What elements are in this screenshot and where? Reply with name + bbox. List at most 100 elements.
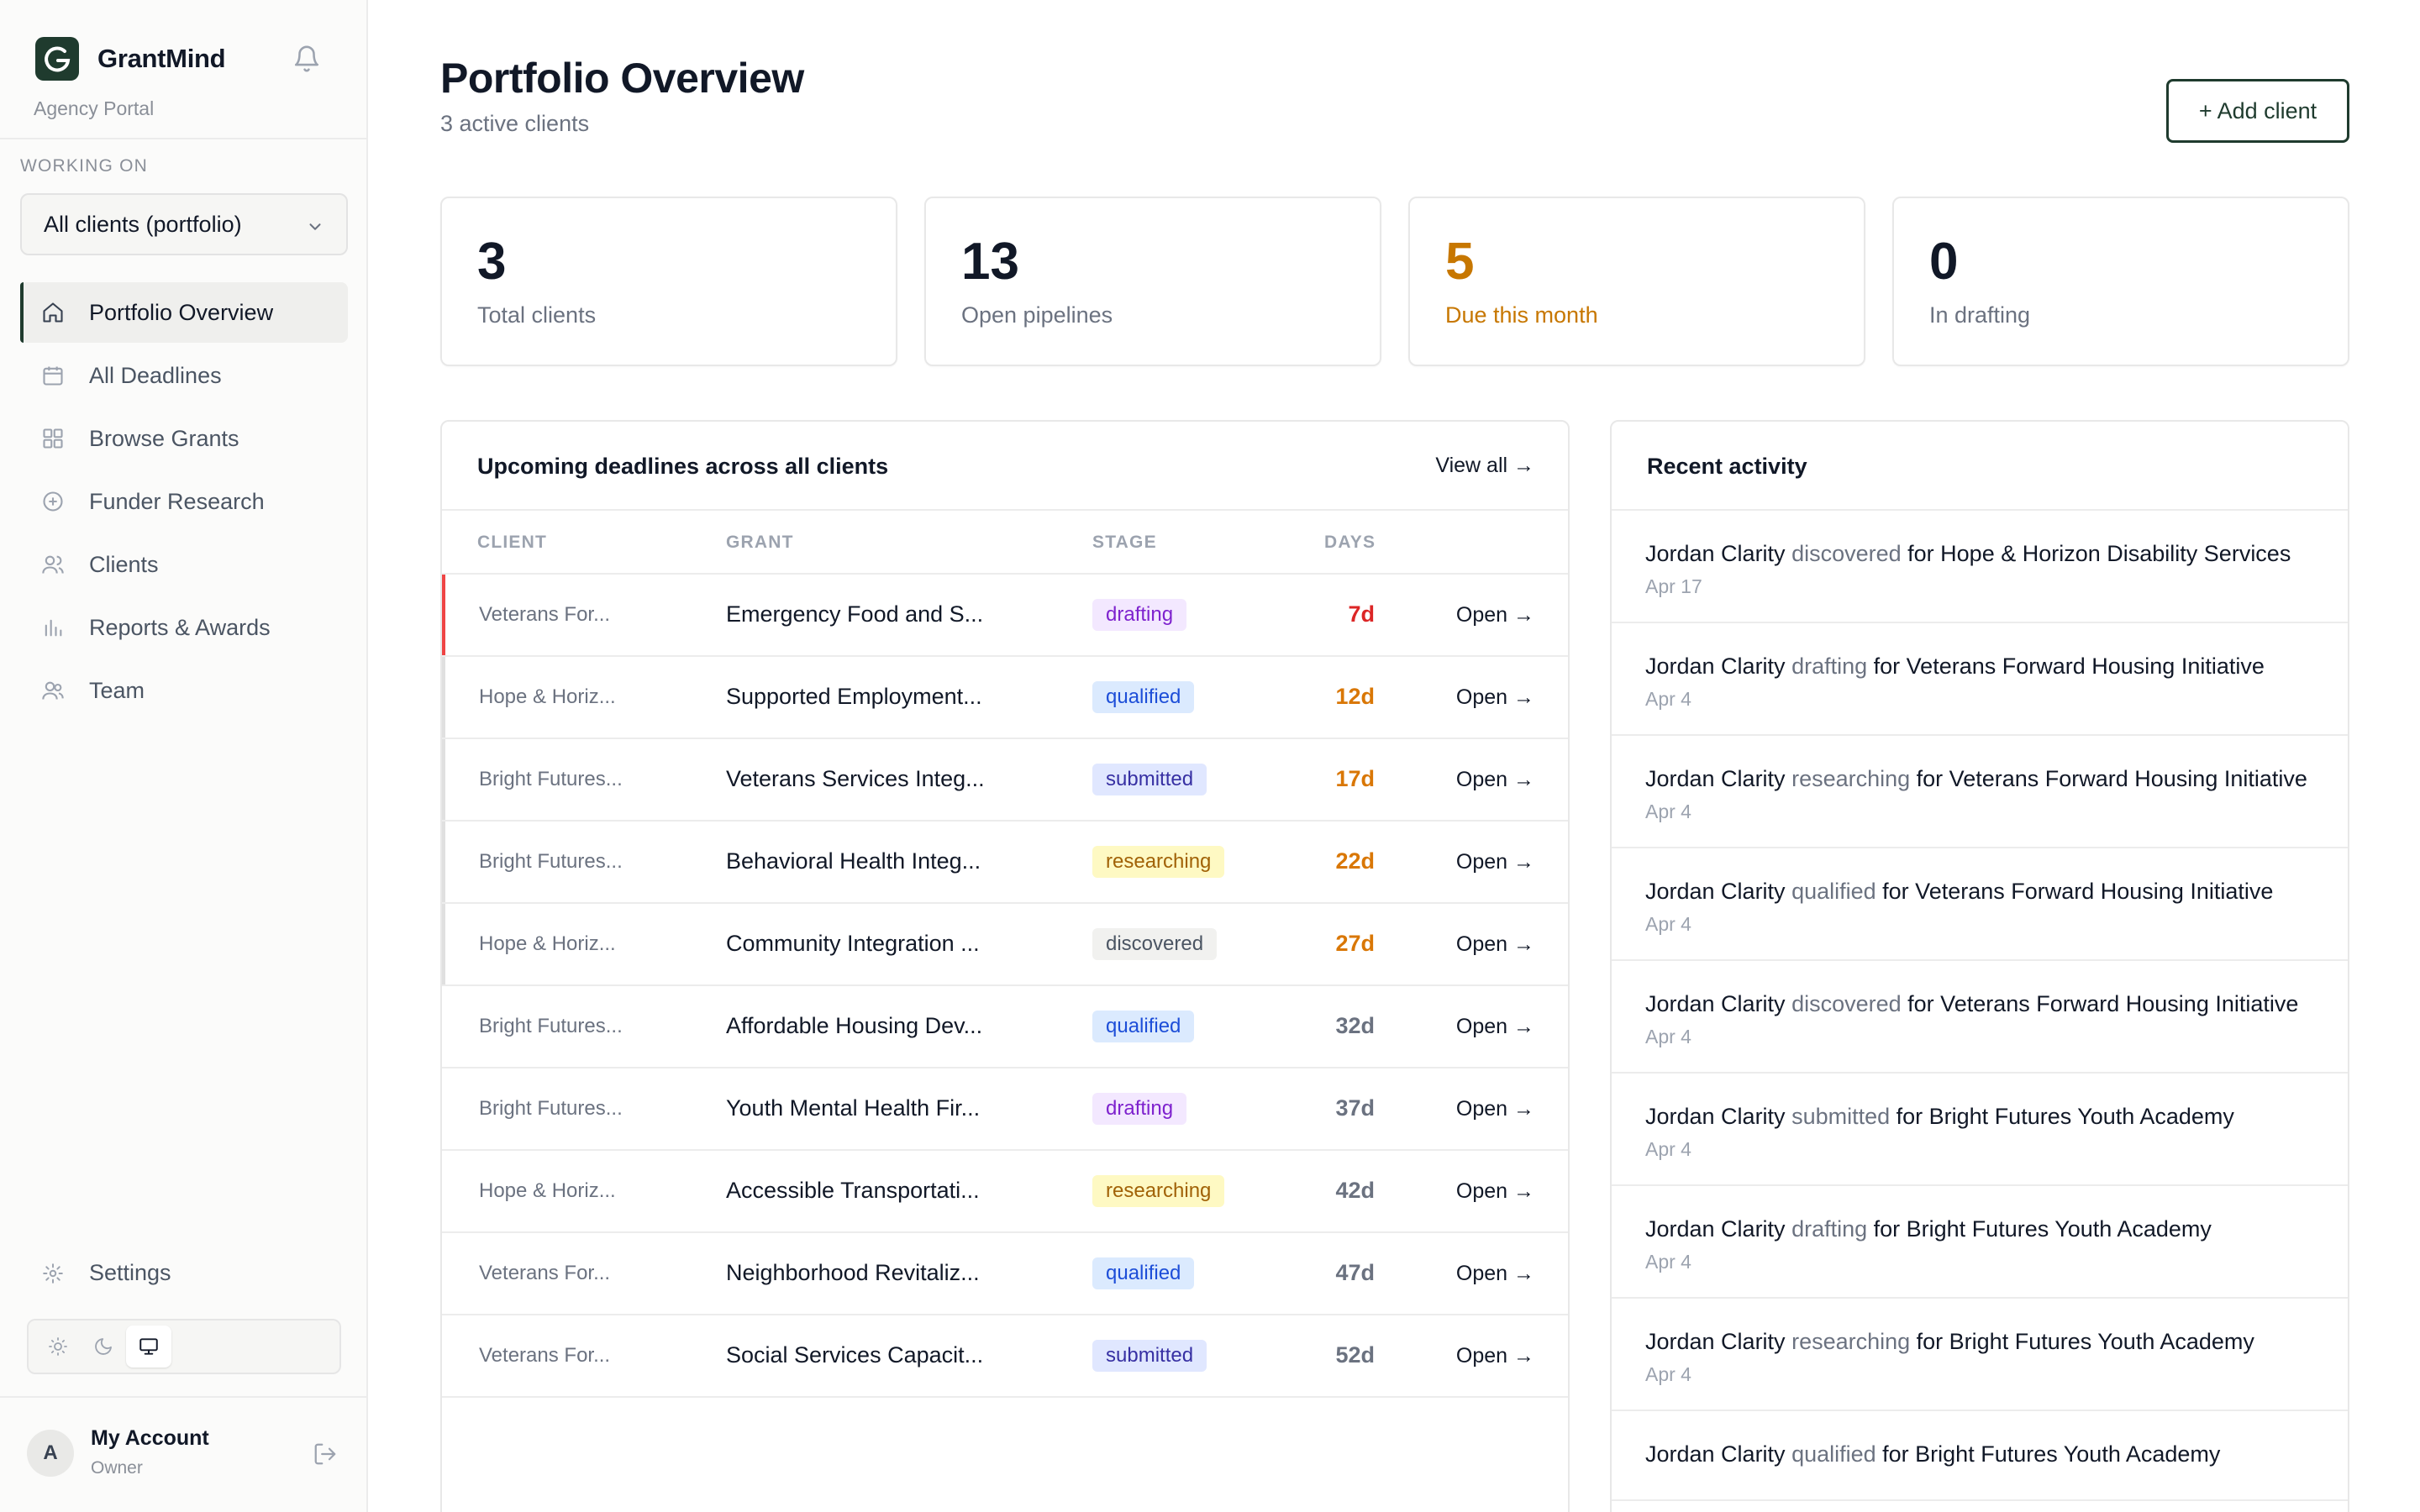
calendar-icon bbox=[40, 363, 66, 388]
open-link[interactable]: Open → bbox=[1455, 1262, 1534, 1285]
stage-badge: qualified bbox=[1092, 681, 1195, 713]
open-link[interactable]: Open → bbox=[1455, 1015, 1534, 1038]
row-grant: Supported Employment... bbox=[726, 684, 982, 709]
add-client-button[interactable]: + Add client bbox=[2166, 79, 2349, 143]
table-row[interactable]: Hope & Horiz... Community Integration ...… bbox=[442, 904, 1568, 986]
row-grant: Social Services Capacit... bbox=[726, 1342, 984, 1368]
activity-actor: Jordan Clarity bbox=[1645, 654, 1786, 679]
sidebar-item-portfolio-overview[interactable]: Portfolio Overview bbox=[20, 282, 348, 343]
account-role: Owner bbox=[91, 1458, 143, 1478]
sidebar-item-all-deadlines[interactable]: All Deadlines bbox=[20, 345, 348, 406]
activity-text: Jordan Clarity qualified for Bright Futu… bbox=[1645, 1441, 2221, 1467]
light-theme-button[interactable] bbox=[35, 1326, 81, 1368]
activity-item[interactable]: Jordan Clarity submitted for Bright Futu… bbox=[1612, 1074, 2348, 1186]
row-client: Hope & Horiz... bbox=[479, 685, 616, 708]
row-client: Veterans For... bbox=[479, 1344, 611, 1367]
activity-date: Apr 4 bbox=[1645, 688, 1691, 710]
table-row[interactable]: Hope & Horiz... Accessible Transportati..… bbox=[442, 1151, 1568, 1233]
activity-panel: Recent activity Jordan Clarity discovere… bbox=[1610, 420, 2349, 1512]
activity-item[interactable]: Jordan Clarity drafting for Veterans For… bbox=[1612, 623, 2348, 736]
column-header-stage: STAGE bbox=[1092, 533, 1157, 552]
stat-value: 3 bbox=[477, 233, 507, 291]
open-link[interactable]: Open → bbox=[1455, 850, 1534, 874]
activity-target: Veterans Forward Housing Initiative bbox=[1915, 879, 2274, 904]
logout-icon[interactable] bbox=[313, 1441, 338, 1471]
stat-card-in-drafting: 0 In drafting bbox=[1892, 197, 2349, 366]
stat-value: 13 bbox=[961, 233, 1019, 291]
open-link[interactable]: Open → bbox=[1455, 1097, 1534, 1121]
row-client: Bright Futures... bbox=[479, 1015, 623, 1037]
table-row[interactable]: Hope & Horiz... Supported Employment... qu… bbox=[442, 657, 1568, 739]
activity-target: Veterans Forward Housing Initiative bbox=[1906, 654, 2265, 679]
open-link[interactable]: Open → bbox=[1455, 1179, 1534, 1203]
row-grant: Veterans Services Integ... bbox=[726, 766, 985, 791]
activity-text: Jordan Clarity discovered for Hope & Hor… bbox=[1645, 541, 2291, 566]
row-grant: Neighborhood Revitaliz... bbox=[726, 1260, 980, 1285]
row-client: Veterans For... bbox=[479, 603, 611, 626]
row-grant: Community Integration ... bbox=[726, 931, 980, 956]
activity-item[interactable]: Jordan Clarity qualified for Veterans Fo… bbox=[1612, 848, 2348, 961]
activity-actor: Jordan Clarity bbox=[1645, 541, 1786, 566]
team-icon bbox=[40, 678, 66, 703]
activity-item[interactable]: Jordan Clarity researching for Bright Fu… bbox=[1612, 1299, 2348, 1411]
table-row[interactable]: Veterans For... Emergency Food and S... dr… bbox=[442, 575, 1568, 657]
table-row[interactable]: Veterans For... Neighborhood Revitaliz...… bbox=[442, 1233, 1568, 1315]
stat-card-due-this-month: 5 Due this month bbox=[1408, 197, 1865, 366]
view-all-link[interactable]: View all → bbox=[1435, 454, 1534, 477]
open-link[interactable]: Open → bbox=[1455, 603, 1534, 627]
stage-badge: qualified bbox=[1092, 1011, 1195, 1042]
avatar[interactable]: A bbox=[27, 1430, 74, 1477]
table-row[interactable]: Bright Futures... Behavioral Health Integ… bbox=[442, 822, 1568, 904]
open-link[interactable]: Open → bbox=[1455, 685, 1534, 709]
activity-verb: discovered bbox=[1791, 541, 1902, 566]
sidebar-item-team[interactable]: Team bbox=[20, 660, 348, 721]
table-row[interactable]: Bright Futures... Veterans Services Integ… bbox=[442, 739, 1568, 822]
sidebar: GrantMind Agency Portal WORKING ON All c… bbox=[0, 0, 368, 1512]
sidebar-item-funder-research[interactable]: Funder Research bbox=[20, 471, 348, 532]
activity-text: Jordan Clarity submitted for Bright Futu… bbox=[1645, 1104, 2234, 1129]
row-client: Bright Futures... bbox=[479, 1097, 623, 1120]
sidebar-item-label: Reports & Awards bbox=[89, 614, 271, 640]
sidebar-item-settings[interactable]: Settings bbox=[40, 1260, 171, 1286]
deadlines-header: Upcoming deadlines across all clients Vi… bbox=[442, 422, 1568, 511]
monitor-icon bbox=[139, 1338, 158, 1355]
sidebar-nav: Portfolio Overview All Deadlines Browse … bbox=[20, 282, 348, 723]
open-link[interactable]: Open → bbox=[1455, 932, 1534, 956]
row-grant: Youth Mental Health Fir... bbox=[726, 1095, 981, 1121]
table-row[interactable]: Veterans For... Social Services Capacit..… bbox=[442, 1315, 1568, 1398]
table-row[interactable]: Bright Futures... Youth Mental Health Fir… bbox=[442, 1068, 1568, 1151]
activity-header: Recent activity bbox=[1612, 422, 2348, 511]
activity-date: Apr 4 bbox=[1645, 913, 1691, 935]
activity-verb: researching bbox=[1791, 766, 1911, 791]
page-subtitle: 3 active clients bbox=[440, 111, 590, 136]
client-select[interactable]: All clients (portfolio) bbox=[20, 193, 348, 255]
activity-verb: discovered bbox=[1791, 991, 1902, 1016]
row-grant: Emergency Food and S... bbox=[726, 601, 984, 627]
table-row[interactable]: Bright Futures... Affordable Housing Dev.… bbox=[442, 986, 1568, 1068]
activity-item[interactable]: Jordan Clarity researching for Veterans … bbox=[1612, 736, 2348, 848]
activity-verb: submitted bbox=[1791, 1104, 1891, 1129]
row-days: 47d bbox=[1335, 1260, 1375, 1285]
account-name[interactable]: My Account bbox=[91, 1426, 209, 1450]
sidebar-item-reports-awards[interactable]: Reports & Awards bbox=[20, 597, 348, 658]
sidebar-item-clients[interactable]: Clients bbox=[20, 534, 348, 595]
open-link[interactable]: Open → bbox=[1455, 1344, 1534, 1368]
dark-theme-button[interactable] bbox=[81, 1326, 126, 1368]
activity-item[interactable]: Jordan Clarity discovered for Hope & Hor… bbox=[1612, 511, 2348, 623]
sidebar-item-browse-grants[interactable]: Browse Grants bbox=[20, 408, 348, 469]
activity-item[interactable]: Jordan Clarity drafting for Bright Futur… bbox=[1612, 1186, 2348, 1299]
row-grant: Behavioral Health Integ... bbox=[726, 848, 981, 874]
activity-verb: qualified bbox=[1791, 1441, 1876, 1467]
deadlines-title: Upcoming deadlines across all clients bbox=[477, 454, 889, 479]
system-theme-button[interactable] bbox=[126, 1326, 171, 1368]
activity-item[interactable]: Jordan Clarity qualified for Bright Futu… bbox=[1612, 1411, 2348, 1501]
brand[interactable]: GrantMind bbox=[35, 37, 226, 81]
activity-verb: drafting bbox=[1791, 1216, 1868, 1242]
activity-actor: Jordan Clarity bbox=[1645, 1216, 1786, 1242]
bell-icon[interactable] bbox=[292, 45, 321, 73]
open-link[interactable]: Open → bbox=[1455, 768, 1534, 791]
activity-item[interactable]: Jordan Clarity discovered for Veterans F… bbox=[1612, 961, 2348, 1074]
sidebar-divider bbox=[0, 138, 366, 139]
sidebar-item-label: Team bbox=[89, 677, 145, 703]
activity-actor: Jordan Clarity bbox=[1645, 879, 1786, 904]
